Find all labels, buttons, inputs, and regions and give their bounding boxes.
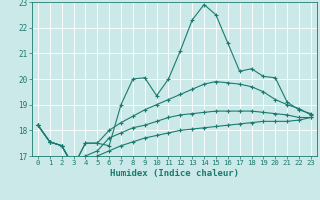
X-axis label: Humidex (Indice chaleur): Humidex (Indice chaleur)	[110, 169, 239, 178]
